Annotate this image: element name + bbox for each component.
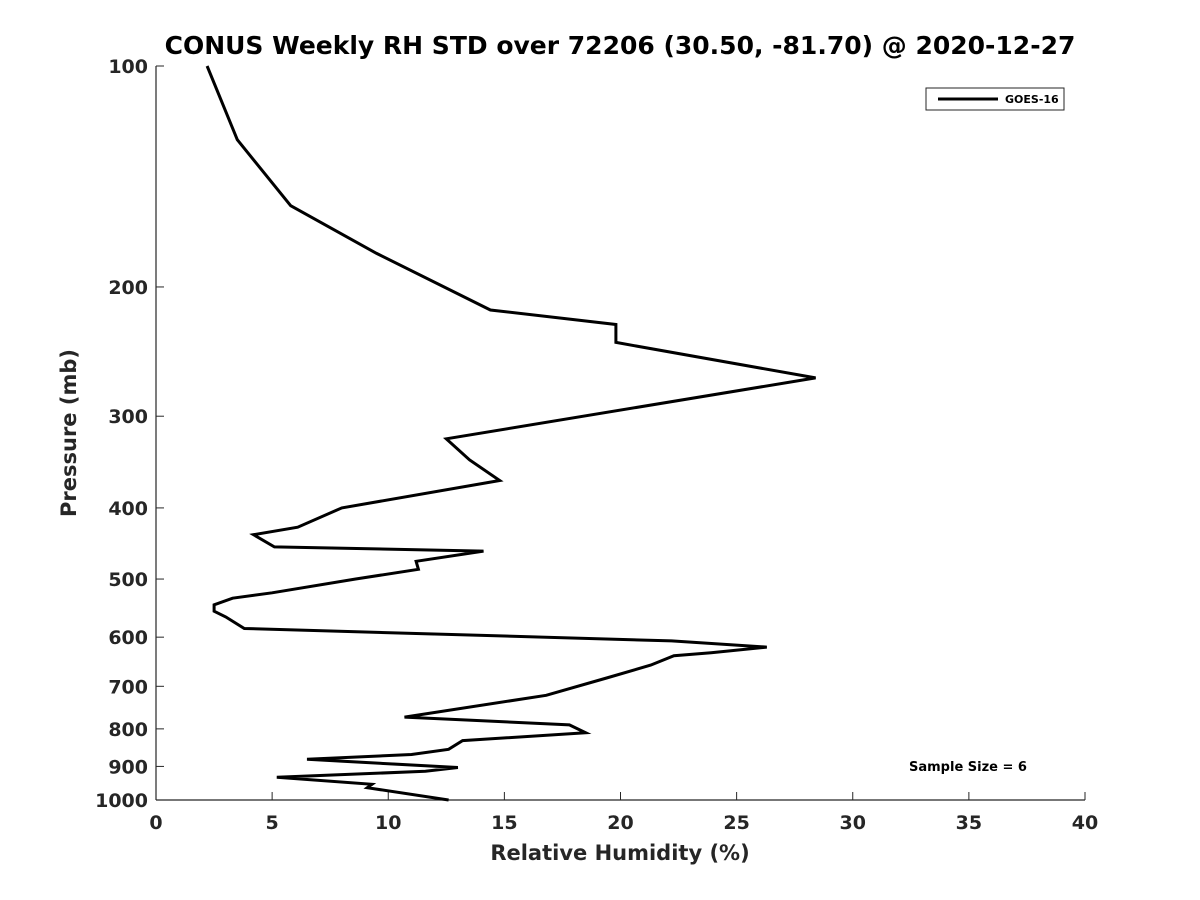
plot-area bbox=[155, 66, 1085, 801]
y-tick-label: 1000 bbox=[95, 790, 148, 812]
x-tick-label: 10 bbox=[375, 812, 401, 834]
y-tick-label: 900 bbox=[108, 756, 148, 778]
x-tick-label: 25 bbox=[723, 812, 749, 834]
y-tick-label: 500 bbox=[108, 569, 148, 591]
x-tick-label: 30 bbox=[840, 812, 866, 834]
series-layer bbox=[205, 65, 816, 802]
y-tick-label: 300 bbox=[108, 406, 148, 428]
y-tick-label: 700 bbox=[108, 676, 148, 698]
y-tick-label: 600 bbox=[108, 627, 148, 649]
y-axis-label: Pressure (mb) bbox=[57, 349, 81, 517]
series-line-goes-16 bbox=[205, 65, 816, 802]
x-tick-label: 5 bbox=[266, 812, 279, 834]
chart-title: CONUS Weekly RH STD over 72206 (30.50, -… bbox=[165, 31, 1076, 60]
legend: GOES-16 bbox=[925, 87, 1065, 111]
x-axis-label: Relative Humidity (%) bbox=[490, 841, 749, 865]
x-axis-ticks: 0 5 10 15 20 25 30 35 40 bbox=[149, 792, 1098, 834]
legend-label-goes-16: GOES-16 bbox=[1005, 93, 1059, 106]
x-tick-label: 35 bbox=[956, 812, 982, 834]
x-tick-label: 20 bbox=[607, 812, 633, 834]
x-tick-label: 40 bbox=[1072, 812, 1098, 834]
x-tick-label: 0 bbox=[149, 812, 162, 834]
y-tick-label: 200 bbox=[108, 277, 148, 299]
x-tick-label: 15 bbox=[491, 812, 517, 834]
sample-size-annotation: Sample Size = 6 bbox=[909, 760, 1027, 775]
y-tick-label: 800 bbox=[108, 719, 148, 741]
y-axis-ticks: 100 200 300 400 500 600 700 800 900 1000 bbox=[95, 56, 164, 812]
y-tick-label: 100 bbox=[108, 56, 148, 78]
y-tick-label: 400 bbox=[108, 498, 148, 520]
